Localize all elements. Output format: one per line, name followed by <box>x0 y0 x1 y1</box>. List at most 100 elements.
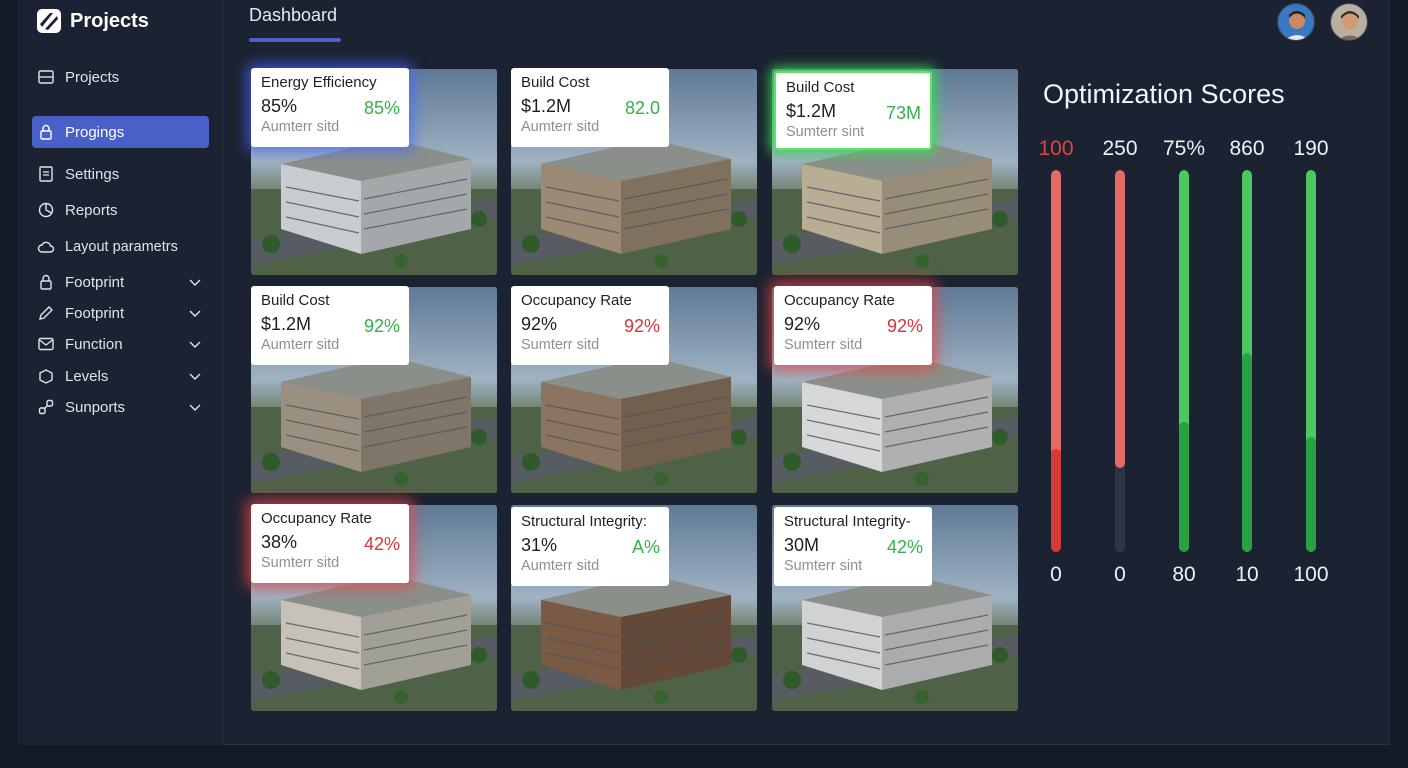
tab-dashboard[interactable]: Dashboard <box>249 5 338 25</box>
param-supports[interactable]: Sunports <box>32 391 209 423</box>
param-footprint-1[interactable]: Footprint <box>32 266 209 298</box>
brand-title: Projects <box>70 9 149 32</box>
score-top-label: 75% <box>1162 137 1206 160</box>
score-bar <box>1115 170 1125 552</box>
nav-item-label: Progings <box>65 123 125 141</box>
score-bar-fill <box>1306 437 1316 552</box>
score-bar-fill <box>1242 353 1252 552</box>
score-bar-upper-fill <box>1179 170 1189 552</box>
user-avatar-icon <box>1331 4 1367 40</box>
window-icon <box>38 70 54 84</box>
metric-subtitle: Aumterr sitd <box>521 119 600 135</box>
score-bar-upper-fill <box>1115 170 1125 468</box>
score-bar <box>1306 170 1316 552</box>
metric-overlay: Structural Integrity: 31% A% Aumterr sit… <box>511 507 669 586</box>
param-label: Function <box>65 335 123 353</box>
chevron-down-icon <box>189 404 201 411</box>
metric-title: Structural Integrity- <box>784 513 911 530</box>
score-bar-upper-fill <box>1051 170 1061 552</box>
metric-overlay: Build Cost $1.2M 73M Sumterr sint <box>774 71 932 150</box>
metric-value: 30M <box>784 535 820 555</box>
nav-item-settings[interactable]: Settings <box>32 158 209 190</box>
brand[interactable]: Projects <box>36 8 149 34</box>
chevron-down-icon <box>189 341 201 348</box>
param-footprint-2[interactable]: Footprint <box>32 297 209 329</box>
nav-item-label: Projects <box>65 68 120 86</box>
building-render-image <box>251 287 497 493</box>
score-bar <box>1179 170 1189 552</box>
metric-title: Energy Efficiency <box>261 74 377 91</box>
param-levels[interactable]: Levels <box>32 360 209 392</box>
score-bottom-label: 10 <box>1235 563 1259 586</box>
cloud-icon <box>37 241 55 253</box>
param-label: Footprint <box>65 273 125 291</box>
metric-overlay: Occupancy Rate 92% 92% Sumterr sitd <box>774 286 932 365</box>
score-top-label: 860 <box>1229 137 1265 160</box>
metric-value: $1.2M <box>261 314 312 334</box>
document-icon <box>39 166 53 182</box>
project-card[interactable] <box>511 287 757 493</box>
metric-value: 38% <box>261 532 298 552</box>
metric-delta: 42% <box>886 537 923 557</box>
param-label: Footprint <box>65 304 125 322</box>
score-top-label: 190 <box>1293 137 1329 160</box>
pie-icon <box>38 202 54 218</box>
score-bottom-label: 80 <box>1172 563 1196 586</box>
metric-title: Structural Integrity: <box>521 513 647 530</box>
avatar[interactable] <box>1330 3 1368 41</box>
mail-icon <box>38 337 54 351</box>
user-avatar-icon <box>1278 4 1314 40</box>
box-icon <box>39 369 53 384</box>
metric-overlay: Occupancy Rate 92% 92% Sumterr sitd <box>511 286 669 365</box>
param-label: Levels <box>65 367 109 385</box>
metric-overlay: Occupancy Rate 38% 42% Sumterr sitd <box>251 504 409 583</box>
building-render-image <box>511 287 757 493</box>
nav-item-progings[interactable]: Progings <box>32 116 209 148</box>
brand-logo-icon <box>37 9 61 33</box>
metric-subtitle: Sumterr sitd <box>784 337 863 353</box>
metric-subtitle: Aumterr sitd <box>261 119 340 135</box>
score-bar <box>1242 170 1252 552</box>
score-bar <box>1051 170 1061 552</box>
lock-icon <box>40 274 52 290</box>
metric-subtitle: Aumterr sitd <box>261 337 340 353</box>
sidebar: Projects Projects Progings Settings Repo… <box>18 0 223 745</box>
metric-delta: 82.0 <box>624 98 660 118</box>
param-function[interactable]: Function <box>32 328 209 360</box>
building-render-image <box>772 505 1018 711</box>
metric-delta: 92% <box>886 316 923 336</box>
metric-delta: 85% <box>363 98 400 118</box>
link-icon <box>38 399 54 415</box>
metric-subtitle: Sumterr sitd <box>261 555 340 571</box>
param-label: Sunports <box>65 398 126 416</box>
nav-item-label: Reports <box>65 201 118 219</box>
metric-overlay: Build Cost $1.2M 82.0 Aumterr sitd <box>511 68 669 147</box>
metric-title: Build Cost <box>261 292 330 309</box>
score-top-label: 250 <box>1102 137 1138 160</box>
metric-value: $1.2M <box>786 101 837 121</box>
building-render-image <box>511 69 757 275</box>
metric-title: Build Cost <box>786 79 855 96</box>
chevron-down-icon <box>189 373 201 380</box>
score-bar-fill <box>1051 448 1061 552</box>
metric-delta: 73M <box>885 103 921 123</box>
metric-value: 92% <box>784 314 821 334</box>
metric-title: Occupancy Rate <box>521 292 632 309</box>
metric-subtitle: Sumterr sint <box>784 558 863 574</box>
nav-item-reports[interactable]: Reports <box>32 194 209 226</box>
score-bottom-label: 0 <box>1114 563 1126 586</box>
score-bottom-label: 100 <box>1293 563 1329 586</box>
avatar[interactable] <box>1277 3 1315 41</box>
metric-subtitle: Sumterr sitd <box>521 337 600 353</box>
metric-delta: 42% <box>363 534 400 554</box>
chevron-down-icon <box>189 310 201 317</box>
metric-delta: A% <box>631 537 660 557</box>
metric-delta: 92% <box>623 316 660 336</box>
metric-subtitle: Aumterr sitd <box>521 558 600 574</box>
metric-delta: 92% <box>363 316 400 336</box>
metric-title: Build Cost <box>521 74 590 91</box>
project-card[interactable] <box>511 69 757 275</box>
score-bar-fill <box>1179 422 1189 552</box>
metric-value: $1.2M <box>521 96 572 116</box>
nav-item-projects[interactable]: Projects <box>32 61 209 93</box>
